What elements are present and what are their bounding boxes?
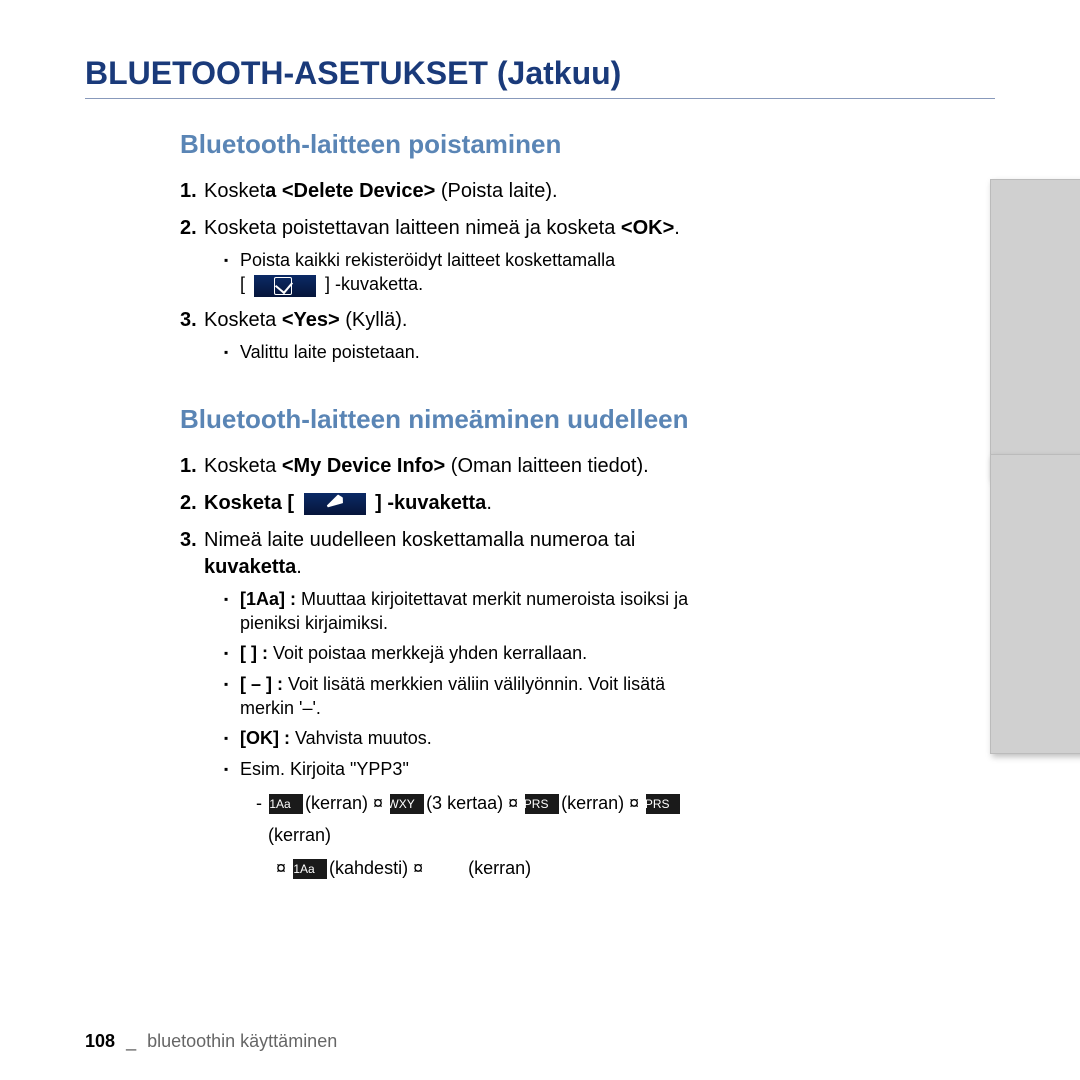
ex-pre2: ¤ — [276, 858, 286, 878]
s1-step3-pre: Kosketa — [204, 309, 282, 331]
key-prs-1: PRS — [525, 794, 559, 814]
screenshot-placeholder-1 — [990, 179, 1080, 479]
s2-sub-c: [ – ] : Voit lisätä merkkien väliin väli… — [224, 672, 720, 721]
s2-step1-pre: Kosketa — [204, 455, 282, 477]
s2-step1: Kosketa <My Device Info> (Oman laitteen … — [180, 453, 720, 480]
s2-sub-b-t: Voit poistaa merkkejä yhden kerrallaan. — [268, 643, 587, 663]
s1-step2: Kosketa poistettavan laitteen nimeä ja k… — [180, 215, 720, 297]
s1-sub3a: Valittu laite poistetaan. — [224, 340, 720, 364]
s2-sub-c-b: [ – ] : — [240, 674, 283, 694]
ex-dash: - — [256, 793, 262, 813]
s2-sub-e: Esim. Kirjoita "YPP3" — [224, 757, 720, 781]
s2-sub-d-t: Vahvista muutos. — [290, 728, 432, 748]
s2-step1-post: (Oman laitteen tiedot). — [445, 455, 648, 477]
s2-sub-b-b: [ ] : — [240, 643, 268, 663]
s1-sub2a-r: ] -kuvaketta. — [325, 274, 423, 294]
check-all-icon — [254, 275, 316, 297]
s1-sub2a: Poista kaikki rekisteröidyt laitteet kos… — [224, 248, 720, 297]
s1-step3: Kosketa <Yes> (Kyllä). Valittu laite poi… — [180, 307, 720, 364]
s1-step1-pre: Kosket — [204, 180, 265, 202]
section1-heading: Bluetooth-laitteen poistaminen — [180, 129, 995, 160]
s2-sub-b: [ ] : Voit poistaa merkkejä yhden kerral… — [224, 641, 720, 665]
s2-sub-d: [OK] : Vahvista muutos. — [224, 726, 720, 750]
s1-step3-bold: <Yes> — [282, 309, 340, 331]
s1-step1-bold: a <Delete Device> — [265, 180, 435, 202]
section-remove-device: Bluetooth-laitteen poistaminen Kosketa <… — [180, 129, 995, 364]
ex-t4: (kerran) — [268, 825, 331, 845]
key-1aa-2: 1Aa — [293, 859, 327, 879]
page-footer: 108 _ bluetoothin käyttäminen — [85, 1031, 337, 1052]
s2-step1-bold: <My Device Info> — [282, 455, 445, 477]
screenshot-placeholder-2 — [990, 454, 1080, 754]
s2-step2-dot: . — [486, 492, 492, 514]
ex-t5: (kahdesti) ¤ — [329, 858, 423, 878]
s2-sub-c-t: Voit lisätä merkkien väliin välilyönnin.… — [240, 674, 665, 718]
page-number: 108 — [85, 1031, 115, 1051]
ex-t2: (3 kertaa) ¤ — [426, 793, 518, 813]
footer-sep: _ — [126, 1031, 136, 1051]
ex-t1: (kerran) ¤ — [305, 793, 383, 813]
section2-heading: Bluetooth-laitteen nimeäminen uudelleen — [180, 404, 995, 435]
s1-step2-bold: <OK> — [621, 217, 674, 239]
s1-sub2a-l: [ — [240, 274, 245, 294]
s1-step1: Kosketa <Delete Device> (Poista laite). — [180, 178, 720, 205]
s2-step3: Nimeä laite uudelleen koskettamalla nume… — [180, 527, 720, 884]
s2-step3-post: . — [296, 556, 302, 578]
s2-sub-a-t: Muuttaa kirjoitettavat merkit numeroista… — [240, 589, 688, 633]
s1-step2-pre: Kosketa poistettavan laitteen nimeä ja k… — [204, 217, 621, 239]
ex-t3: (kerran) ¤ — [561, 793, 639, 813]
ex-t6: (kerran) — [468, 858, 531, 878]
key-prs-2: PRS — [646, 794, 680, 814]
section-rename-device: Bluetooth-laitteen nimeäminen uudelleen … — [180, 404, 995, 884]
s2-step3-pre: Nimeä laite uudelleen koskettamalla nume… — [204, 529, 635, 551]
s2-step2-post: ] -kuvaketta — [375, 492, 486, 514]
s2-sub-a-b: [1Aa] : — [240, 589, 296, 609]
s2-step2-pre: Kosketa [ — [204, 492, 294, 514]
s1-step3-post: (Kyllä). — [340, 309, 408, 331]
key-1aa: 1Aa — [269, 794, 303, 814]
example-line-1: - 1Aa(kerran) ¤ WXY(3 kertaa) ¤ PRS(kerr… — [256, 787, 720, 852]
s1-step2-post: . — [674, 217, 680, 239]
s1-sub2a-pre: Poista kaikki rekisteröidyt laitteet kos… — [240, 250, 615, 270]
example-line-2: ¤ 1Aa(kahdesti) ¤ (kerran) — [276, 852, 720, 884]
edit-icon — [304, 493, 366, 515]
page-title: BLUETOOTH-ASETUKSET (Jatkuu) — [85, 55, 995, 99]
s1-step1-post: (Poista laite). — [435, 180, 557, 202]
key-wxy: WXY — [390, 794, 424, 814]
s2-step2: Kosketa [ ] -kuvaketta. — [180, 490, 720, 517]
s2-sub-d-b: [OK] : — [240, 728, 290, 748]
s2-step3-bold: kuvaketta — [204, 556, 296, 578]
chapter-name: bluetoothin käyttäminen — [147, 1031, 337, 1051]
s2-sub-a: [1Aa] : Muuttaa kirjoitettavat merkit nu… — [224, 587, 720, 636]
